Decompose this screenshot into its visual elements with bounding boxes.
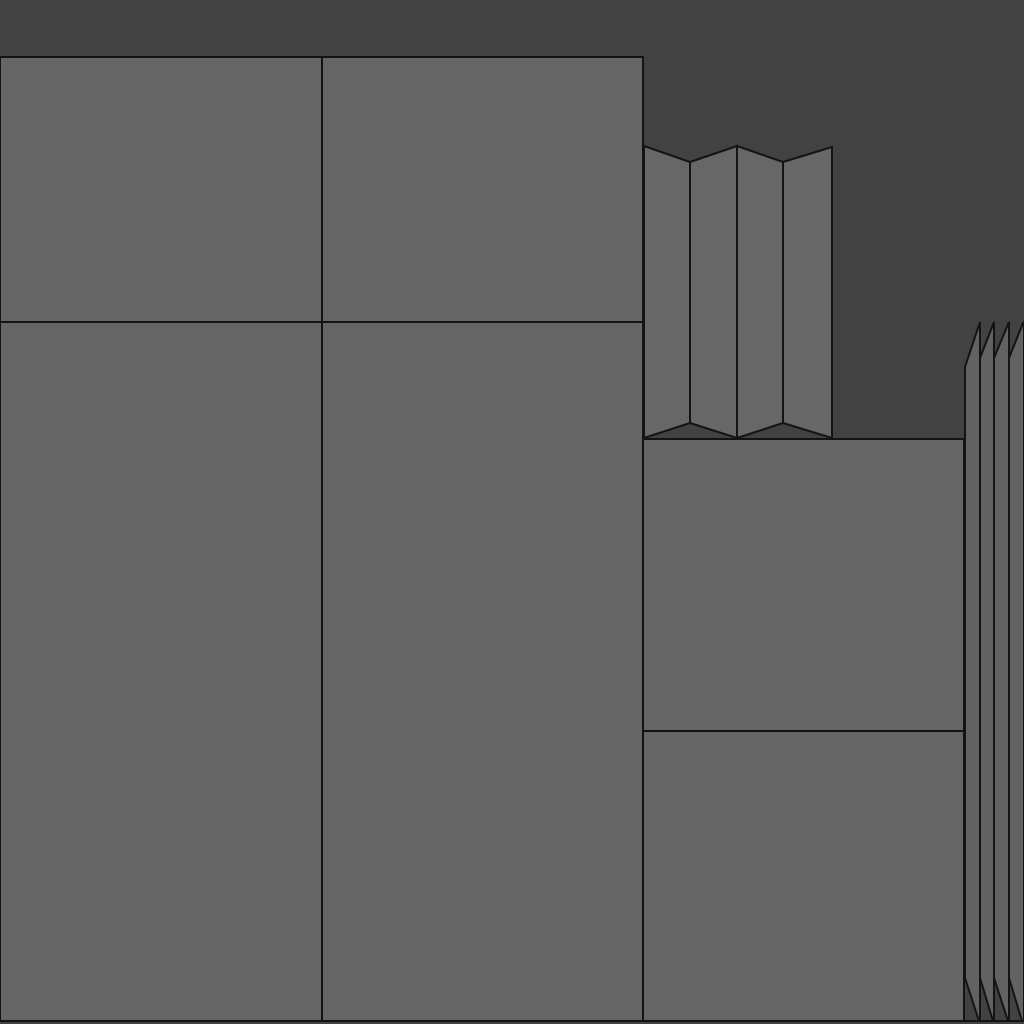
panel-bottom-left[interactable] (0, 321, 323, 1022)
panel-mid-upper[interactable] (642, 438, 965, 732)
panel-top-left[interactable] (0, 56, 323, 323)
slat-stack-blade-4[interactable] (1008, 320, 1024, 1022)
accordion-fold-face-3[interactable] (736, 144, 784, 440)
accordion-fold-face-4[interactable] (782, 145, 833, 440)
slat-stack-blade-3[interactable] (993, 321, 1010, 1022)
slat-stack-blade-2[interactable] (979, 321, 995, 1022)
panel-mid-lower[interactable] (642, 730, 965, 1022)
slat-stack-blade-1[interactable] (964, 321, 981, 1022)
accordion-fold-face-2[interactable] (689, 144, 738, 440)
accordion-fold-face-1[interactable] (643, 144, 691, 440)
panel-top-right[interactable] (321, 56, 644, 323)
panel-bottom-right[interactable] (321, 321, 644, 1022)
